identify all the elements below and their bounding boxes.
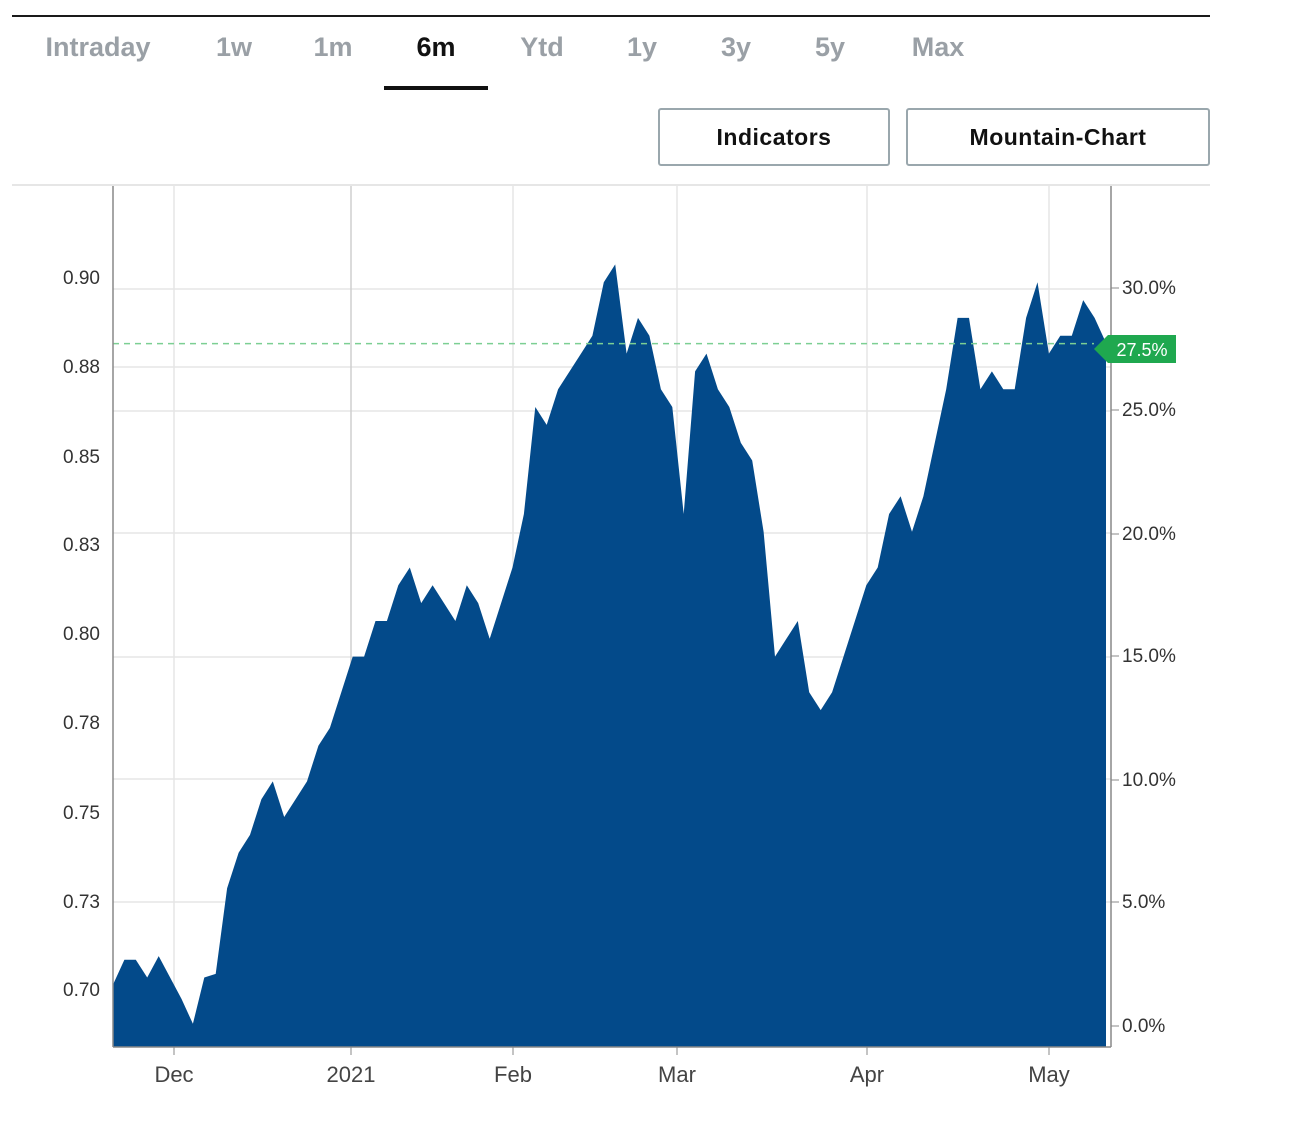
- right-tick-label: 25.0%: [1122, 400, 1176, 421]
- left-tick-label: 0.73: [63, 892, 100, 913]
- tab-5y[interactable]: 5y: [814, 32, 846, 62]
- top-rule: [12, 15, 1210, 17]
- left-tick-label: 0.85: [63, 447, 100, 468]
- left-tick-label: 0.90: [63, 268, 100, 289]
- right-tick-label: 0.0%: [1122, 1016, 1165, 1037]
- x-tick-label: Feb: [494, 1062, 532, 1087]
- chart-axes: [112, 186, 1112, 1048]
- current-change-badge: 27.5%: [1094, 335, 1176, 363]
- x-tick-label: 2021: [327, 1062, 376, 1087]
- right-tick-label: 5.0%: [1122, 892, 1165, 913]
- right-tick-label: 15.0%: [1122, 646, 1176, 667]
- tab-3y[interactable]: 3y: [720, 32, 752, 62]
- tab-1y[interactable]: 1y: [626, 32, 658, 62]
- tab-ytd[interactable]: Ytd: [520, 32, 564, 62]
- left-tick-label: 0.83: [63, 535, 100, 556]
- indicators-button[interactable]: Indicators: [658, 108, 890, 166]
- tab-max[interactable]: Max: [911, 32, 965, 62]
- mountain-chart-button[interactable]: Mountain-Chart: [906, 108, 1210, 166]
- price-area: [113, 264, 1106, 1047]
- tab-1m[interactable]: 1m: [313, 32, 353, 62]
- left-tick-label: 0.78: [63, 713, 100, 734]
- x-tick-label: May: [1028, 1062, 1070, 1087]
- tab-intraday[interactable]: Intraday: [45, 32, 151, 62]
- x-tick-label: Dec: [154, 1062, 193, 1087]
- right-tick-label: 20.0%: [1122, 524, 1176, 545]
- left-tick-label: 0.70: [63, 980, 100, 1001]
- x-tick-label: Mar: [658, 1062, 696, 1087]
- current-change-label: 27.5%: [1116, 340, 1167, 360]
- x-tick-label: Apr: [850, 1062, 884, 1087]
- tab-6m[interactable]: 6m: [416, 32, 456, 62]
- left-tick-label: 0.75: [63, 803, 100, 824]
- active-tab-underline: [384, 86, 488, 90]
- timeframe-tabs: Intraday 1w 1m 6m Ytd 1y 3y 5y Max: [0, 26, 1210, 90]
- right-tick-label: 10.0%: [1122, 770, 1176, 791]
- chart-top-divider: [12, 184, 1210, 186]
- left-axis-ticks: 0.90 0.88 0.85 0.83 0.80 0.78 0.75 0.73 …: [63, 268, 100, 1001]
- left-tick-label: 0.88: [63, 357, 100, 378]
- tab-1w[interactable]: 1w: [215, 32, 253, 62]
- right-axis-ticks: 30.0% 25.0% 20.0% 15.0% 10.0% 5.0% 0.0%: [1111, 278, 1176, 1037]
- x-axis-ticks: Dec 2021 Feb Mar Apr May: [154, 1047, 1070, 1087]
- left-tick-label: 0.80: [63, 624, 100, 645]
- right-tick-label: 30.0%: [1122, 278, 1176, 299]
